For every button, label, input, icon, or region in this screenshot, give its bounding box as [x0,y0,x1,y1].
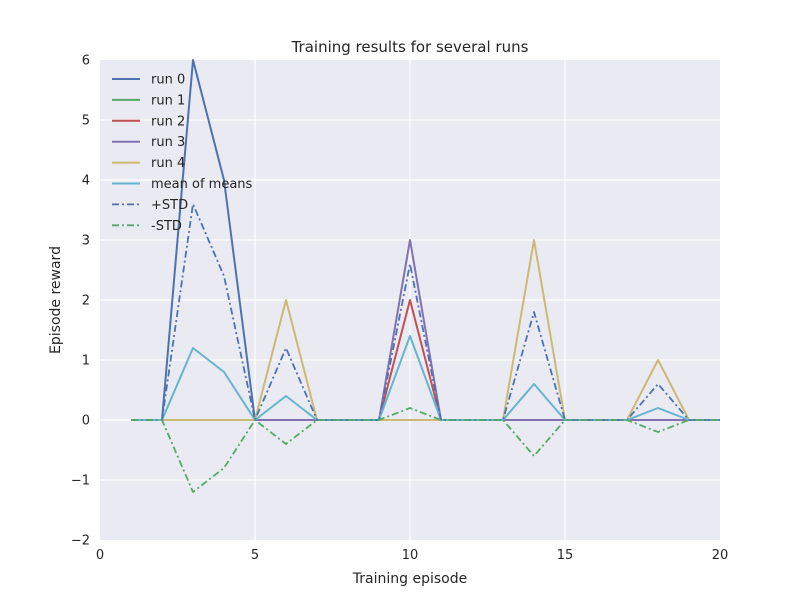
chart-title: Training results for several runs [291,38,529,56]
legend-label: +STD [151,198,188,213]
y-tick-label: 5 [82,114,90,129]
series-line-std [131,407,720,493]
x-tick-label: 5 [251,548,259,563]
x-axis-label: Training episode [352,571,467,587]
y-tick-label: 3 [82,234,90,249]
x-tick-label: 15 [557,548,574,563]
x-tick-label: 0 [96,548,104,563]
legend-label: mean of means [151,177,253,192]
y-tick-label: 1 [82,354,90,369]
legend-label: run 2 [151,114,185,129]
y-tick-label: 6 [82,54,90,69]
y-tick-label: 2 [82,294,90,309]
legend: run 0 run 1 run 2 run 3 run 4 mean of means +S… [112,73,253,234]
y-axis-label: Episode reward [48,246,64,354]
legend-label: run 1 [151,93,185,108]
series-layer [131,59,720,493]
y-tick-label: −1 [71,474,90,489]
tick-labels: 0 5 10 15 20 −2 −1 0 1 2 3 4 5 6 [71,54,728,564]
x-tick-label: 20 [712,548,729,563]
y-tick-label: 0 [82,414,90,429]
y-tick-label: −2 [71,534,90,549]
legend-label: run 3 [151,135,185,150]
legend-label: run 0 [151,73,185,88]
legend-label: run 4 [151,156,185,171]
legend-label: -STD [151,219,182,234]
x-tick-label: 10 [402,548,419,563]
y-tick-label: 4 [82,174,90,189]
